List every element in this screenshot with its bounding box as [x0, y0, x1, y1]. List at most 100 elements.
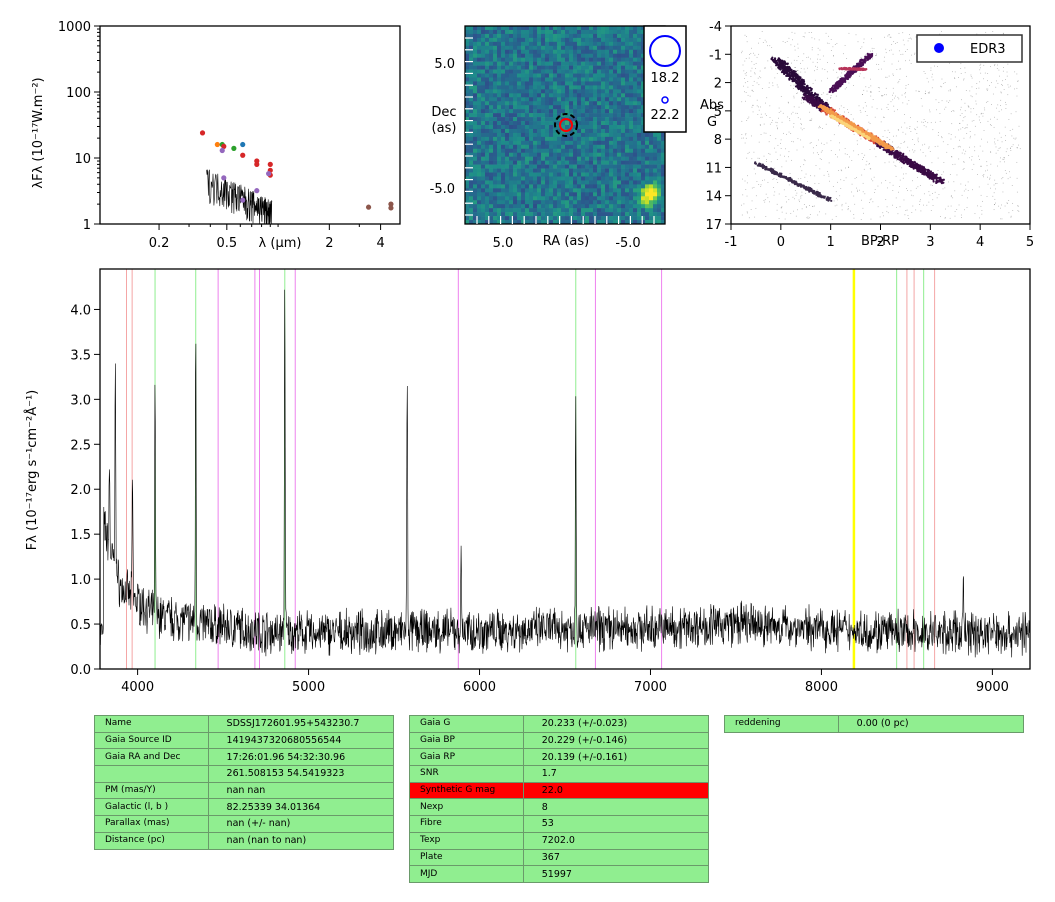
sed-photometry-point — [388, 201, 394, 207]
table-row: Synthetic G mag 22.0 — [409, 781, 710, 800]
table-key-cell: Nexp — [409, 798, 524, 817]
table-key-cell: Synthetic G mag — [409, 781, 524, 800]
sed-photometry-point — [221, 175, 227, 181]
sed-xtick-label: 2 — [325, 236, 333, 251]
image-panel: 5.0 -5.0 5.0 -5.0 Dec (as) RA (as) 18.2 22.… — [430, 25, 687, 251]
table-key-cell: Distance (pc) — [94, 831, 209, 850]
target-info-table: Name SDSSJ172601.95+543230.7 Gaia Source I… — [94, 715, 395, 850]
image-xlabel: RA (as) — [543, 234, 589, 249]
spectrum-ytick-label: 2.5 — [70, 438, 91, 453]
table-value-cell: 8 — [522, 798, 710, 817]
faint-mag-label: 22.2 — [651, 108, 680, 123]
table-row: 261.508153 54.5419323 — [94, 765, 395, 783]
table-row: Name SDSSJ172601.95+543230.7 — [94, 715, 395, 733]
sed-photometry-point — [214, 141, 220, 148]
table-value-cell: SDSSJ172601.95+543230.7 — [207, 715, 395, 733]
sed-photometry-point — [199, 130, 206, 136]
spectrum-ytick-label: 3.0 — [70, 393, 91, 408]
hrd-xtick-label: 2 — [876, 235, 884, 250]
sed-photometry-point — [231, 145, 237, 151]
table-row: Texp 7202.0 — [409, 831, 710, 850]
hrd-density — [741, 30, 1021, 220]
hrd-xtick-label: 5 — [1026, 235, 1034, 250]
sed-photometry-point — [254, 161, 260, 167]
spectrum-panel: 4000 5000 6000 7000 8000 9000 0.0 0.5 1.0 1.5 2.0 2… — [24, 268, 1031, 695]
spectral-line-markers — [125, 269, 936, 669]
table-value-cell: nan (nan to nan) — [207, 831, 395, 850]
table-value-cell: 53 — [522, 815, 710, 833]
spectrum-ytick-label: 3.5 — [70, 348, 91, 363]
sed-ylabel: λFλ (10⁻¹⁷W.m⁻²) — [31, 77, 46, 188]
photometry-table: Gaia G 20.233 (+/-0.023) Gaia BP 20.229 (+/… — [409, 715, 710, 883]
spectrum-ytick-label: 0.0 — [70, 663, 91, 678]
spectrum-ylabel: Fλ (10⁻¹⁷erg s⁻¹cm⁻²Å⁻¹) — [24, 390, 40, 550]
table-value-cell: 20.229 (+/-0.146) — [522, 731, 710, 750]
edr3-marker — [934, 43, 944, 53]
image-cutout — [465, 26, 666, 225]
table-key-cell: reddening — [724, 715, 839, 733]
target-marker — [559, 118, 573, 132]
table-key-cell: Fibre — [409, 815, 524, 833]
image-ytick-label: -5.0 — [430, 182, 455, 197]
hrd-ytick-label: -4 — [709, 20, 722, 35]
table-value-cell: nan (+/- nan) — [207, 815, 395, 833]
sed-xlabel: λ (μm) — [259, 236, 302, 251]
hrd-ytick-label: 11 — [705, 161, 722, 176]
table-key-cell — [94, 765, 209, 783]
spectrum-axes — [99, 268, 1031, 670]
table-value-cell: 51997 — [522, 865, 710, 883]
sed-photometry-point — [365, 204, 372, 210]
table-value-cell: 22.0 — [522, 781, 710, 800]
image-ylabel-1: Dec — [431, 105, 456, 120]
spectrum-xtick-label: 8000 — [805, 680, 838, 695]
hrd-xtick-label: 1 — [827, 235, 835, 250]
spectrum-line — [99, 289, 1030, 658]
spectrum-ytick-label: 1.0 — [70, 573, 91, 588]
table-key-cell: Name — [94, 715, 209, 733]
table-value-cell: 261.508153 54.5419323 — [207, 765, 395, 783]
table-value-cell: 20.233 (+/-0.023) — [522, 715, 710, 733]
spectrum-xtick-label: 5000 — [292, 680, 325, 695]
sed-xtick-label: 0.5 — [216, 236, 237, 251]
sed-spectrum — [206, 169, 273, 225]
image-ytick-label: 5.0 — [434, 57, 455, 72]
hrd-ytick-label: -1 — [709, 48, 722, 63]
image-xtick-label: -5.0 — [615, 236, 640, 251]
sed-photometry-point — [221, 143, 227, 149]
reddening-table: reddening 0.00 (0 pc) — [724, 715, 1025, 733]
table-key-cell: Gaia RA and Dec — [94, 748, 209, 767]
table-value-cell: 1419437320680556544 — [207, 731, 395, 750]
sed-ytick-label: 1000 — [58, 20, 91, 35]
table-value-cell: 20.139 (+/-0.161) — [522, 748, 710, 767]
spectrum-ytick-label: 1.5 — [70, 528, 91, 543]
table-key-cell: Galactic (l, b ) — [94, 798, 209, 817]
table-row: Parallax (mas) nan (+/- nan) — [94, 815, 395, 833]
hrd-ytick-label: 17 — [705, 218, 722, 233]
sed-axes — [99, 25, 401, 225]
sed-ticks: 1 10 100 1000 0.2 0.5 2 4 — [58, 20, 385, 251]
spectrum-xtick-label: 7000 — [634, 680, 667, 695]
table-key-cell: Plate — [409, 848, 524, 867]
table-value-cell: 7202.0 — [522, 831, 710, 850]
table-row: Galactic (l, b ) 82.25339 34.01364 — [94, 798, 395, 817]
hrd-ytick-label: 2 — [714, 77, 722, 92]
table-value-cell: 367 — [522, 848, 710, 867]
hrd-xtick-label: 3 — [926, 235, 934, 250]
table-row: Distance (pc) nan (nan to nan) — [94, 831, 395, 850]
hrd-ytick-label: 14 — [705, 190, 722, 205]
table-row: MJD 51997 — [409, 865, 710, 883]
table-key-cell: SNR — [409, 765, 524, 783]
hrd-xtick-label: 0 — [777, 235, 785, 250]
sed-photometry-point — [267, 161, 273, 167]
spectrum-xtick-label: 9000 — [976, 680, 1009, 695]
spectrum-xtick-label: 6000 — [463, 680, 496, 695]
sed-photometry-point — [254, 188, 260, 194]
hrd-ytick-label: 8 — [714, 133, 722, 148]
sed-photometry-point — [240, 141, 246, 148]
table-key-cell: Gaia RP — [409, 748, 524, 767]
faint-mag-marker — [661, 96, 669, 104]
table-key-cell: Texp — [409, 831, 524, 850]
bright-mag-label: 18.2 — [651, 71, 680, 86]
table-key-cell: Gaia Source ID — [94, 731, 209, 750]
